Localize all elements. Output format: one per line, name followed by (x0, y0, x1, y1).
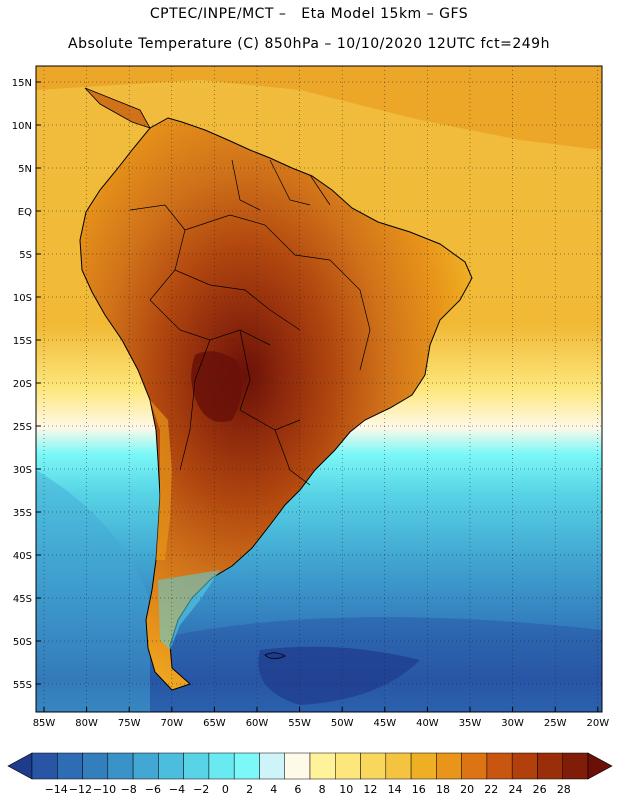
latitude-tick-label: 10N (12, 121, 32, 132)
latitude-tick-label: 35S (13, 508, 32, 519)
colorbar-tick-label: 16 (412, 783, 426, 796)
colorbar-tick-label: 26 (533, 783, 547, 796)
colorbar-tick-label: 14 (388, 783, 402, 796)
latitude-tick-label: 50S (13, 637, 32, 648)
colorbar-tick-label: 4 (270, 783, 277, 796)
colorbar-swatch (107, 752, 134, 780)
colorbar-tick-label: −2 (193, 783, 209, 796)
latitude-tick-label: 15S (13, 336, 32, 347)
colorbar-swatch (360, 752, 387, 780)
colorbar-swatch (284, 752, 311, 780)
longitude-axis: 85W 80W 75W 70W 65W 60W 55W 50W 45W 40W 35W 30W 25W 2… (33, 707, 609, 729)
longitude-tick-label: 50W (331, 718, 354, 729)
latitude-tick-label: 5S (19, 250, 32, 261)
longitude-tick-label: 45W (373, 718, 396, 729)
latitude-tick-label: 30S (13, 465, 32, 476)
colorbar-tick-label: 6 (294, 783, 301, 796)
colorbar-swatch (385, 752, 412, 780)
latitude-tick-label: 55S (13, 680, 32, 691)
map-field (36, 66, 602, 712)
temperature-colorbar: −14 −12 −10 −8 −6 −4 −2 0 2 4 6 8 10 12 14 16 18 20 22 24 26… (7, 752, 613, 796)
longitude-tick-label: 70W (160, 718, 183, 729)
colorbar-tick-label: 10 (339, 783, 353, 796)
latitude-tick-label: 5N (18, 164, 32, 175)
colorbar-tick-label: −14 (45, 783, 68, 796)
latitude-tick-label: 20S (13, 379, 32, 390)
colorbar-tick-label: 12 (363, 783, 377, 796)
latitude-tick-label: 25S (13, 422, 32, 433)
longitude-tick-label: 85W (33, 718, 56, 729)
colorbar-tick-label: 2 (246, 783, 253, 796)
colorbar-tick-label: −4 (169, 783, 185, 796)
colorbar-swatch (461, 752, 488, 780)
longitude-tick-label: 60W (246, 718, 269, 729)
colorbar-swatch (562, 752, 589, 780)
colorbar-tick-label: 18 (436, 783, 450, 796)
longitude-tick-label: 35W (459, 718, 482, 729)
colorbar-swatch (57, 752, 83, 780)
colorbar-swatch (158, 752, 184, 780)
colorbar-tick-label: −8 (121, 783, 137, 796)
colorbar-swatch (132, 752, 159, 780)
longitude-tick-label: 80W (75, 718, 98, 729)
latitude-tick-label: 15N (12, 78, 32, 89)
colorbar-tick-label: −6 (145, 783, 161, 796)
colorbar-swatch (31, 752, 58, 780)
colorbar-swatch (208, 752, 235, 780)
colorbar-swatch (335, 752, 361, 780)
latitude-tick-label: 40S (13, 551, 32, 562)
longitude-tick-label: 55W (288, 718, 311, 729)
colorbar-max-arrow (587, 752, 613, 780)
colorbar-swatch (259, 752, 285, 780)
colorbar-tick-label: −10 (93, 783, 116, 796)
colorbar-swatch (183, 752, 210, 780)
map-frame (35, 65, 603, 713)
colorbar-swatch (309, 752, 336, 780)
colorbar-tick-label: 20 (460, 783, 474, 796)
colorbar-tick-label: −12 (69, 783, 92, 796)
longitude-tick-label: 40W (416, 718, 439, 729)
colorbar-tick-label: 24 (508, 783, 522, 796)
colorbar-swatch (436, 752, 462, 780)
longitude-tick-label: 65W (203, 718, 226, 729)
latitude-tick-label: EQ (18, 207, 32, 218)
latitude-tick-label: 45S (13, 594, 32, 605)
south-america-landmass (79, 117, 473, 691)
longitude-tick-label: 25W (544, 718, 567, 729)
colorbar-tick-label: 28 (557, 783, 571, 796)
map-title-line2: Absolute Temperature (C) 850hPa – 10/10/… (68, 36, 550, 52)
colorbar-swatch (537, 752, 563, 780)
colorbar-swatch (486, 752, 513, 780)
colorbar-swatch (82, 752, 109, 780)
colorbar-tick-label: 0 (222, 783, 229, 796)
colorbar-swatch (233, 752, 260, 780)
colorbar-tick-label: 22 (484, 783, 498, 796)
latitude-axis: 15N 10N 5N EQ 5S 10S 15S 20S 25S 30S 35S 40S 45S 50S 5… (12, 78, 41, 691)
colorbar-min-arrow (7, 752, 33, 780)
colorbar-tick-label: 8 (319, 783, 326, 796)
longitude-tick-label: 75W (118, 718, 141, 729)
colorbar-swatch (511, 752, 538, 780)
colorbar-swatch (410, 752, 437, 780)
latitude-tick-label: 10S (13, 293, 32, 304)
longitude-tick-label: 30W (501, 718, 524, 729)
country-borders (129, 159, 371, 486)
longitude-tick-label: 20W (586, 718, 609, 729)
map-title-line1: CPTEC/INPE/MCT – Eta Model 15km – GFS (149, 6, 469, 22)
